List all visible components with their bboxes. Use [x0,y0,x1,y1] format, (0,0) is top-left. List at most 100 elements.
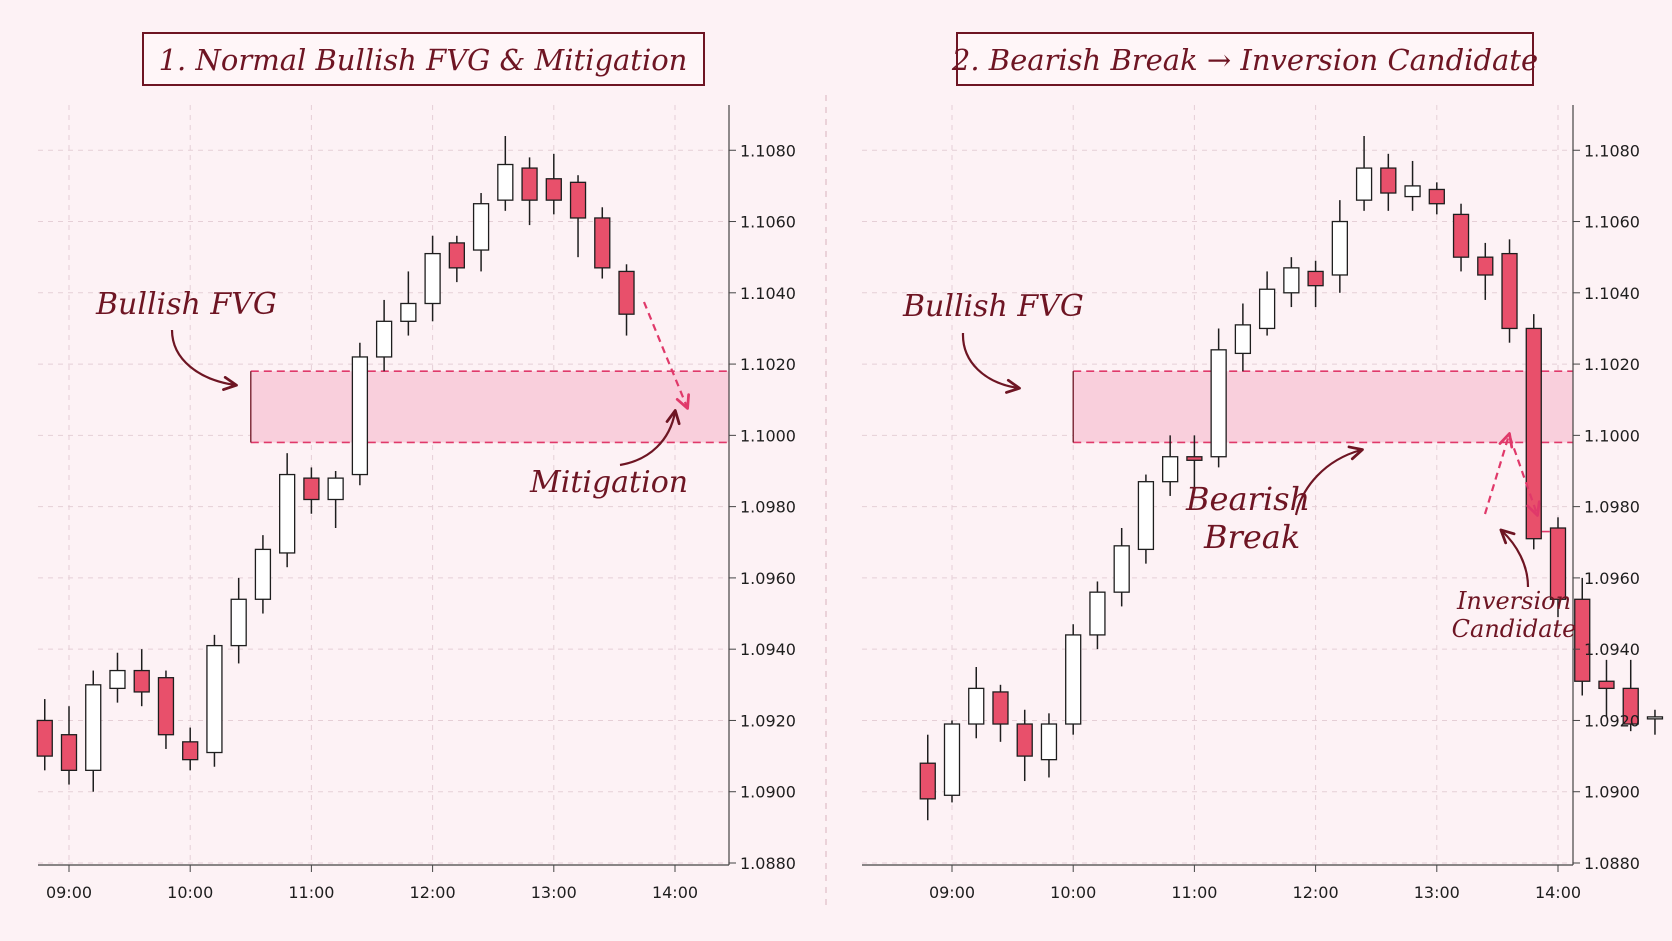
candle-body [1477,256,1494,276]
panel-2-bearish-break: 1.0880 1.0900 1.0920 1.0940 1.0960 1.0980 1.10… [862,32,1664,902]
bearish-candle [36,699,53,771]
candle-body [1331,220,1348,276]
panel-2-fvg-zone [1072,370,1573,533]
candle-body [279,473,296,554]
bullish-candle [472,193,490,272]
bullish-candle [85,670,102,792]
candle-body [424,252,441,305]
bearish-candle [594,207,611,279]
candle-body [1137,481,1155,551]
candle-body [1574,598,1591,682]
bearish-candle [1622,659,1639,732]
bearish-candle [1428,182,1445,215]
candle-body [1186,456,1203,461]
y-tick-label: 1.1060 [740,213,796,232]
y-tick-label: 1.1040 [740,284,796,303]
panel-1-fvg-arrow [170,329,238,391]
candle-body [327,477,344,501]
candle-body [351,356,369,476]
candle-body [618,270,635,315]
bullish-candle [400,271,417,336]
panel-1-axes: 1.0880 1.0900 1.0920 1.0940 1.0960 1.0980 1.10… [38,105,796,902]
candle-body [448,242,465,269]
bullish-candle [1089,581,1106,650]
bearish-candle [1452,203,1470,272]
panel-2-inversion-label-line2: Candidate [1452,615,1577,643]
bullish-candle [206,634,223,767]
panel-1-fvg-label: Bullish FVG [95,287,277,322]
y-tick-label: 1.1040 [1584,284,1640,303]
candle-body [569,181,587,219]
bullish-candle [1065,624,1082,735]
y-tick-label: 1.0960 [740,569,796,588]
y-tick-label: 1.1020 [740,355,796,374]
bullish-candle [1210,328,1227,468]
candle-body [1113,545,1130,593]
candle-body [36,719,53,757]
candle-body [968,687,985,725]
bullish-candle [327,470,344,529]
candle-body [1525,327,1542,540]
panel-1-retrace-arrow [642,301,691,410]
candle-body [1307,270,1324,287]
panel-2-bearish-label-line2: Break [1203,518,1300,556]
candle-body [1598,680,1615,690]
bearish-candle [1016,709,1033,782]
candle-body [1234,324,1252,355]
y-tick-label: 1.0920 [740,711,796,730]
x-tick-label: 10:00 [167,883,213,902]
panel-1-title-box: 1. Normal Bullish FVG & Mitigation [142,32,705,86]
panel-2-retest-arrow-down [1508,436,1541,517]
candle-body [303,477,320,501]
bearish-candle [545,153,562,215]
panel-2-inversion-label-line1: Inversion [1456,587,1571,615]
candle-body [1283,267,1300,294]
x-tick-label: 13:00 [531,883,577,902]
fvg-zone [250,371,730,443]
candle-body [230,598,247,647]
candle-body [472,203,490,251]
candle-body [1380,167,1397,194]
bullish-candle [1258,271,1276,336]
bearish-candle [919,734,936,821]
candle-body [1065,634,1082,725]
candle-body [1258,288,1276,330]
panel-2-fvg-arrow [961,332,1021,394]
bearish-candle [1307,260,1324,308]
x-tick-label: 13:00 [1414,883,1460,902]
y-tick-label: 1.0940 [740,640,796,659]
bearish-candle [303,467,320,514]
bearish-candle [1525,314,1542,550]
bullish-candle [375,299,393,372]
panel-1-mitigation-label: Mitigation [529,465,688,500]
candle-body [133,669,150,693]
candle-body [1016,723,1033,757]
bullish-candle [1234,303,1252,372]
panel-2-inversion-arrow [1499,528,1530,588]
y-tick-label: 1.0980 [740,498,796,517]
y-tick-label: 1.0920 [1584,711,1640,730]
bullish-candle [1404,160,1421,211]
y-tick-label: 1.0980 [1584,498,1640,517]
bearish-candle [1549,517,1567,618]
panel-2-candles [919,136,1664,821]
candle-body [1622,687,1639,725]
candle-body [1452,213,1470,258]
bullish-candle [968,666,985,739]
bullish-candle [1113,528,1130,607]
candle-body [992,691,1009,725]
y-tick-label: 1.1000 [740,426,796,445]
y-tick-label: 1.0900 [1584,783,1640,802]
x-tick-label: 12:00 [410,883,456,902]
bullish-candle [1355,136,1373,211]
bullish-candle [1331,200,1348,293]
bearish-candle [1501,239,1518,343]
bearish-candle [448,235,465,283]
candle-body [85,684,102,771]
y-tick-label: 1.1000 [1584,426,1640,445]
bullish-candle [254,535,272,614]
candle-body [1646,716,1664,720]
bearish-candle [133,649,150,707]
y-tick-label: 1.0880 [1584,854,1640,873]
x-tick-label: 14:00 [1535,883,1581,902]
